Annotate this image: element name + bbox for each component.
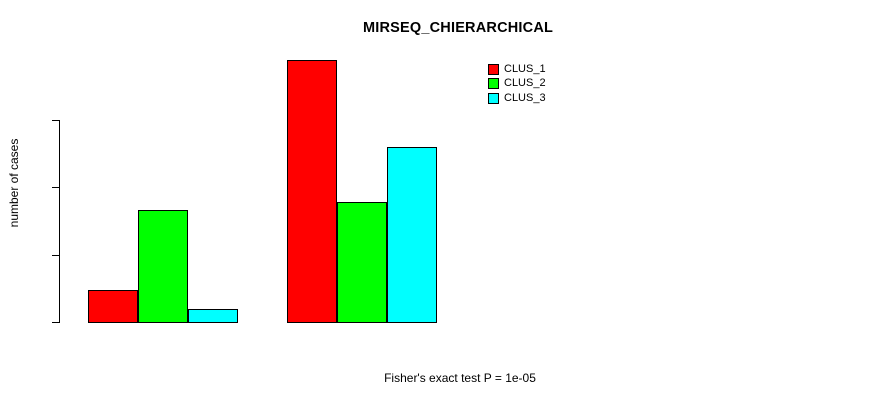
y-axis-label: number of cases [7, 138, 21, 228]
y-tick-mark [52, 119, 59, 121]
fisher-test-annotation: Fisher's exact test P = 1e-05 [384, 371, 536, 385]
chart-title: MIRSEQ_CHIERARCHICAL [362, 20, 554, 36]
legend-label: CLUS_2 [504, 77, 546, 90]
bar-clus_1-group1 [88, 289, 139, 323]
legend-swatch-icon [488, 64, 499, 75]
y-tick-mark [52, 187, 59, 188]
y-tick-mark [52, 322, 59, 323]
bar-clus_3-group1 [187, 308, 238, 323]
legend-swatch-icon [488, 92, 499, 104]
y-tick-mark [52, 254, 59, 256]
y-axis-line [59, 119, 60, 323]
bar-clus_3-group2 [386, 146, 437, 323]
legend-label: CLUS_3 [504, 91, 546, 104]
bar-clus_1-group2 [287, 60, 338, 323]
legend-swatch-icon [488, 78, 499, 90]
legend-label: CLUS_1 [504, 63, 546, 75]
bar-clus_2-group2 [336, 201, 388, 323]
bar-clus_2-group1 [137, 209, 189, 323]
